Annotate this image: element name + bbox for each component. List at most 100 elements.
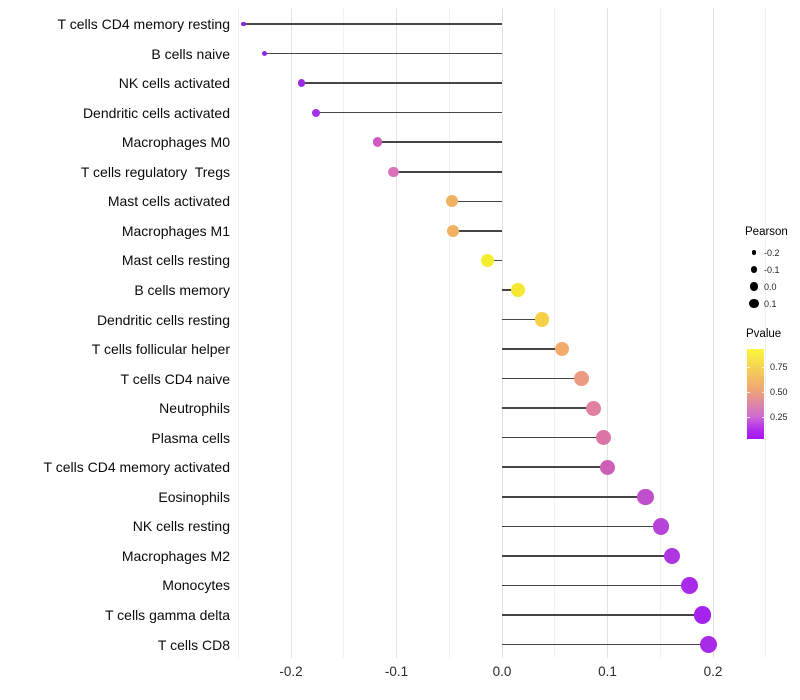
lollipop-stem — [264, 52, 502, 55]
lollipop-dot — [586, 400, 602, 416]
size-legend-item: 0.0 — [738, 278, 800, 295]
lollipop-dot — [663, 547, 681, 565]
lollipop-dot — [372, 137, 383, 148]
lollipop-stem — [502, 436, 604, 439]
colorbar-tick-mark — [761, 417, 764, 418]
cell-type-label: T cells gamma delta — [104, 607, 230, 623]
cell-type-label: Dendritic cells resting — [96, 311, 230, 328]
lollipop-stem — [502, 466, 608, 469]
minor-gridline — [659, 8, 661, 658]
cell-type-label: Macrophages M2 — [121, 547, 230, 564]
lollipop-dot — [535, 312, 550, 327]
lollipop-stem — [502, 525, 662, 528]
major-gridline — [607, 8, 608, 658]
lollipop-stem — [502, 584, 690, 587]
size-legend-items: -0.2 -0.1 0.0 0.1 — [738, 244, 800, 312]
minor-gridline — [448, 8, 450, 658]
cell-type-label: Macrophages M0 — [121, 134, 230, 151]
colorbar-tick-mark — [761, 367, 764, 368]
plot-panel — [237, 8, 791, 658]
size-legend-title: Pearson — [745, 226, 788, 238]
lollipop-dot — [446, 195, 459, 208]
lollipop-dot — [653, 518, 670, 535]
lollipop-dot — [681, 577, 699, 594]
size-legend-label: -0.2 — [764, 247, 780, 258]
colorbar-tick-label: 0.75 — [770, 362, 788, 372]
cell-type-label: B cells memory — [134, 281, 230, 298]
colorbar-tick-mark — [761, 392, 764, 393]
size-legend-label: -0.1 — [764, 264, 780, 275]
size-legend-item: 0.1 — [738, 295, 800, 312]
size-legend-item: -0.2 — [738, 244, 800, 261]
size-legend-dot-icon — [749, 282, 759, 291]
lollipop-stem — [452, 200, 502, 203]
cell-type-label: Macrophages M1 — [121, 222, 230, 239]
size-legend-label: 0.0 — [764, 281, 777, 292]
lollipop-stem — [502, 377, 582, 380]
x-tick-label: 0.1 — [598, 664, 617, 679]
lollipop-stem — [502, 555, 672, 557]
lollipop-dot — [261, 50, 268, 57]
colorbar-tick-mark — [747, 367, 750, 368]
cell-type-label: NK cells resting — [132, 518, 230, 535]
cell-type-label: B cells naive — [151, 45, 230, 62]
major-gridline — [396, 8, 397, 658]
lollipop-dot — [297, 79, 306, 87]
lollipop-stem — [377, 141, 502, 143]
lollipop-stem — [243, 23, 502, 25]
cell-type-label: Mast cells resting — [121, 252, 230, 269]
major-gridline — [712, 8, 714, 658]
colorbar-tick-label: 0.25 — [770, 412, 788, 422]
cell-type-label: T cells CD4 memory resting — [57, 16, 230, 32]
lollipop-stem — [393, 170, 502, 173]
size-legend-item: -0.1 — [738, 261, 800, 278]
size-legend-dot-icon — [749, 298, 759, 309]
lollipop-stem — [453, 230, 502, 232]
minor-gridline — [343, 8, 345, 658]
lollipop-dot — [511, 283, 525, 297]
cell-type-label: T cells CD4 memory activated — [43, 459, 230, 476]
pearson-size-legend: Pearson -0.2 -0.1 0.0 0.1 — [738, 226, 800, 312]
x-tick-label: -0.2 — [279, 664, 303, 679]
lollipop-dot — [388, 166, 399, 177]
x-tick-label: 0.2 — [703, 664, 723, 679]
minor-gridline — [765, 8, 767, 658]
cell-type-label: T cells CD8 — [157, 636, 230, 653]
cell-type-label: T cells follicular helper — [91, 341, 230, 358]
minor-gridline — [237, 8, 239, 658]
cell-type-label: Monocytes — [162, 577, 230, 594]
x-tick-label: 0.0 — [492, 664, 512, 679]
lollipop-stem — [487, 259, 502, 262]
cell-type-label: Eosinophils — [158, 488, 230, 505]
cell-type-label: Dendritic cells activated — [82, 104, 230, 121]
lollipop-stem — [502, 614, 703, 616]
colorbar-tick-mark — [747, 392, 750, 393]
lollipop-dot — [573, 371, 589, 386]
major-gridline — [290, 8, 292, 658]
lollipop-dot — [480, 253, 494, 267]
lollipop-stem — [502, 348, 563, 350]
pvalue-colorbar — [747, 349, 764, 439]
x-tick-label: -0.1 — [384, 664, 409, 679]
lollipop-stem — [502, 496, 646, 498]
cell-type-label: Plasma cells — [151, 429, 230, 446]
lollipop-dot — [447, 224, 460, 237]
lollipop-stem — [316, 111, 502, 114]
colorbar-tick-label: 0.50 — [770, 387, 788, 397]
lollipop-dot — [693, 606, 711, 624]
lollipop-dot — [637, 488, 654, 505]
lollipop-stem — [502, 643, 709, 646]
cell-type-label: T cells CD4 naive — [120, 370, 230, 387]
cell-type-label: T cells regulatory Tregs — [80, 163, 230, 180]
cell-type-label: Neutrophils — [159, 400, 230, 417]
lollipop-dot — [312, 108, 321, 117]
lollipop-dot — [241, 21, 246, 27]
minor-gridline — [554, 8, 556, 658]
lollipop-stem — [502, 318, 543, 321]
lollipop-stem — [502, 289, 518, 291]
major-gridline — [501, 8, 503, 658]
lollipop-stem — [502, 407, 594, 409]
cell-type-label: NK cells activated — [118, 75, 230, 92]
lollipop-dot — [554, 341, 570, 357]
